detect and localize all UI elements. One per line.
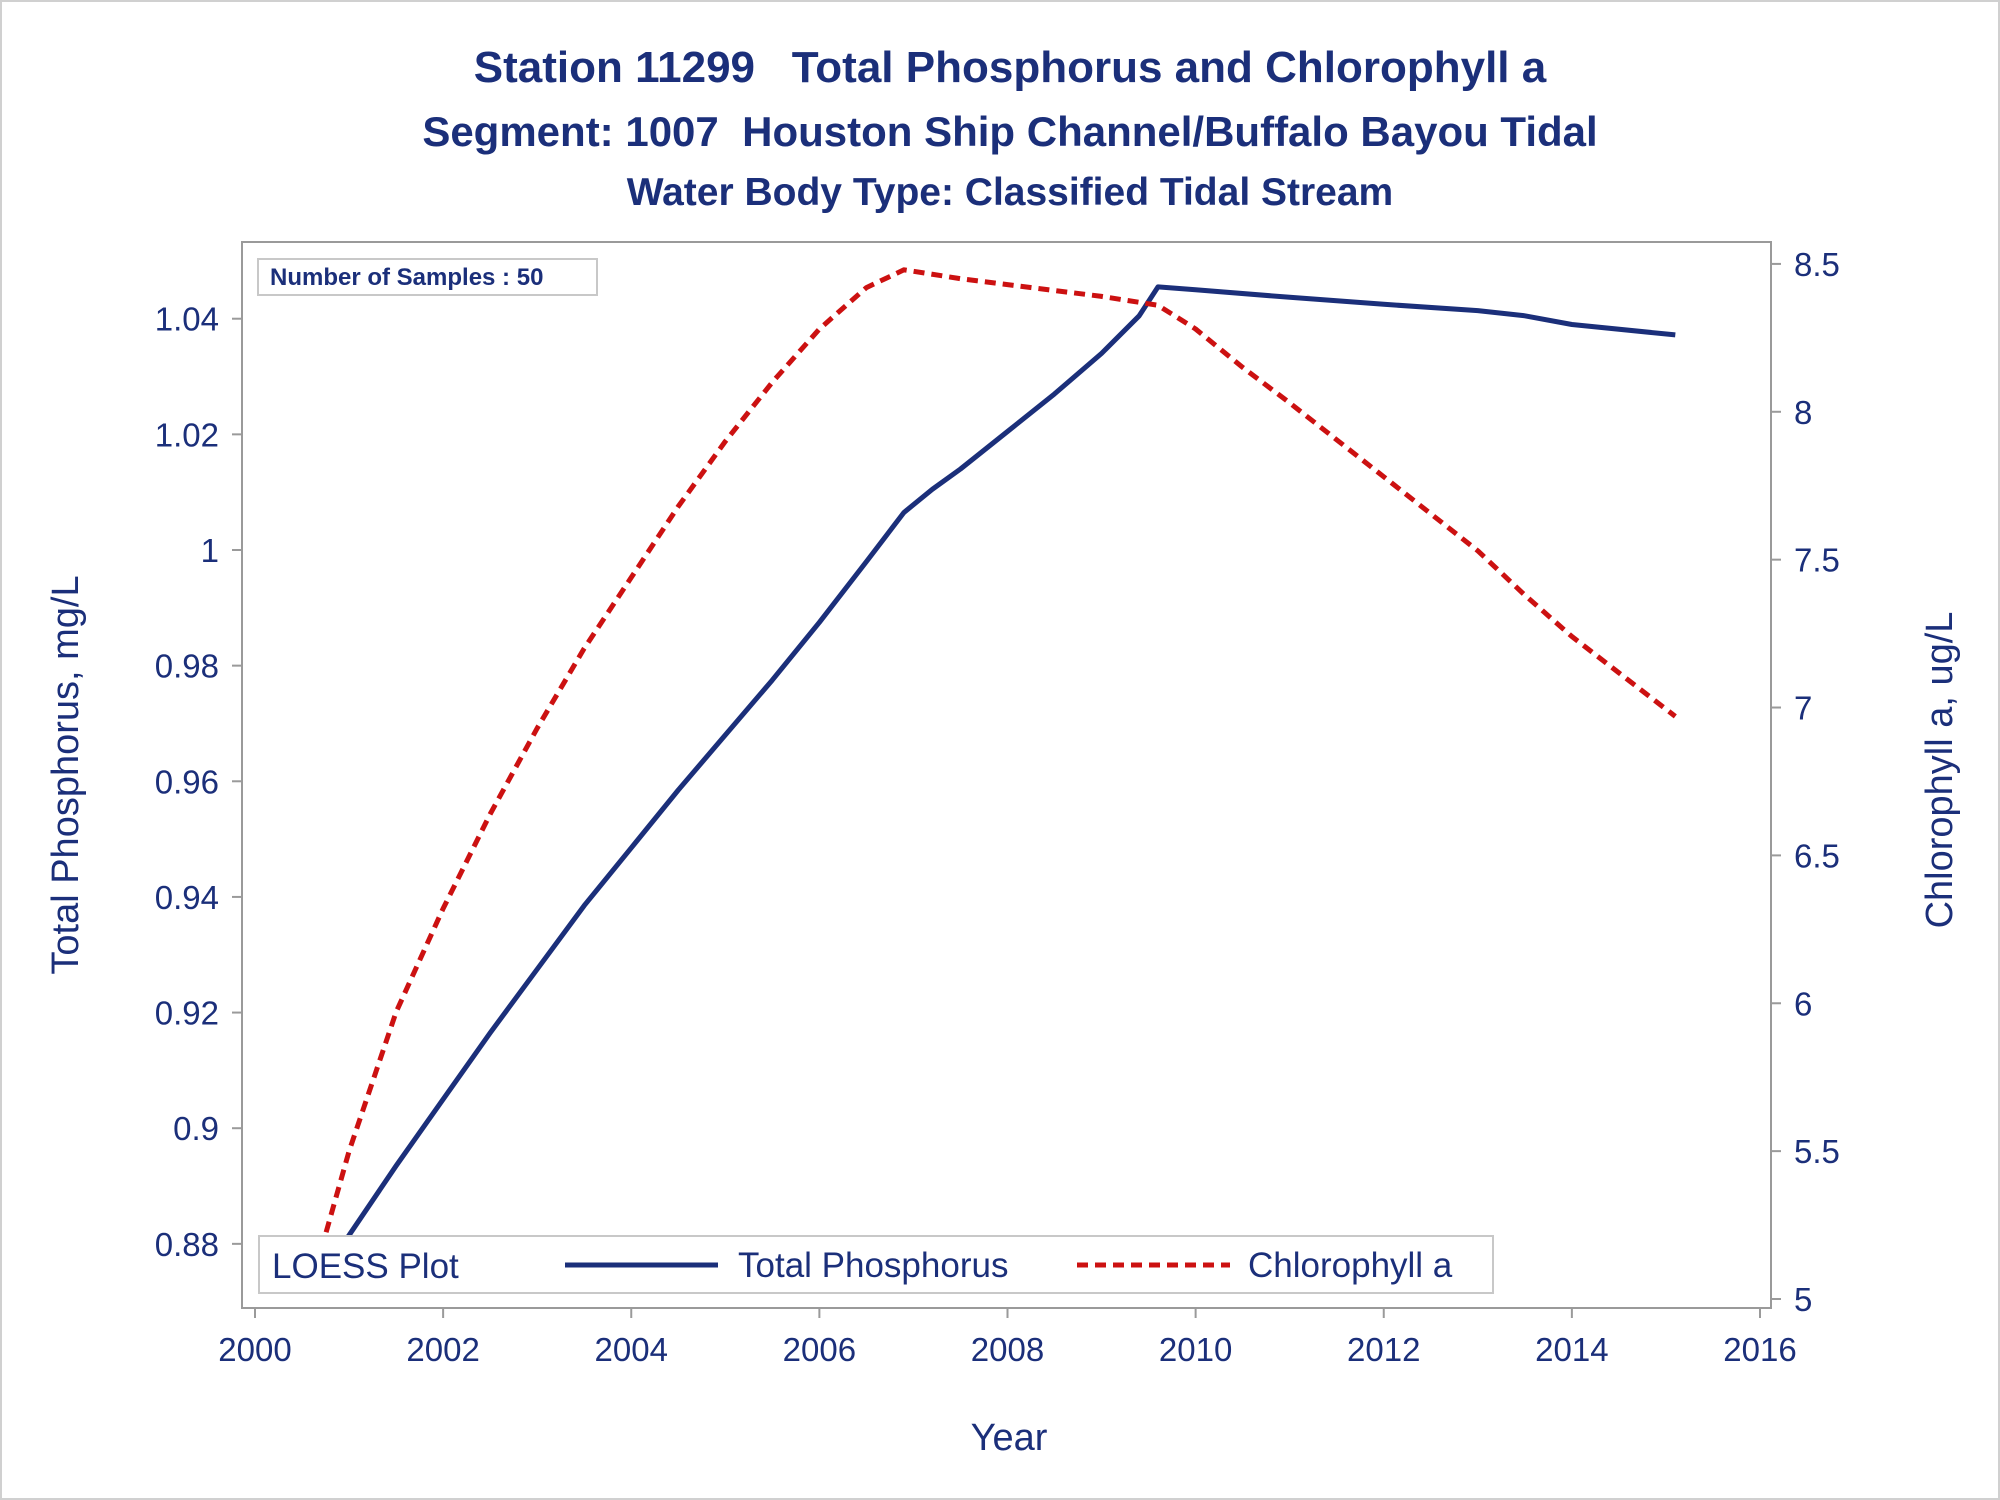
y-right-tick-label: 5.5 <box>1794 1133 1840 1170</box>
sample-count-box: Number of Samples : 50 <box>257 258 598 296</box>
x-tick-label: 2008 <box>971 1331 1044 1368</box>
x-tick-label: 2012 <box>1347 1331 1420 1368</box>
legend-label-chlorophyll-a: Chlorophyll a <box>1248 1246 1453 1285</box>
y-right-tick-label: 7.5 <box>1794 542 1840 579</box>
y-left-tick-label: 0.88 <box>155 1226 219 1263</box>
y-right-tick-label: 5 <box>1794 1281 1812 1318</box>
y-left-tick-label: 0.96 <box>155 763 219 800</box>
y-left-tick-label: 1 <box>201 532 219 569</box>
chart-subtitle-2: Water Body Type: Classified Tidal Stream <box>627 171 1393 214</box>
y-left-tick-label: 0.9 <box>173 1110 219 1147</box>
y-left-tick-label: 0.92 <box>155 995 219 1032</box>
x-tick-label: 2016 <box>1723 1331 1796 1368</box>
x-tick-label: 2014 <box>1535 1331 1608 1368</box>
y-left-tick-label: 0.98 <box>155 648 219 685</box>
series-line-total-phosphorus <box>309 284 1676 1289</box>
chart-title: Station 11299 Total Phosphorus and Chlor… <box>474 43 1547 92</box>
y-left-tick-label: 1.04 <box>155 301 219 338</box>
y-axis-left: 0.88 0.9 0.92 0.94 0.96 0.98 1 1.02 1.04 <box>155 301 242 1263</box>
y-right-tick-label: 7 <box>1794 690 1812 727</box>
sample-count-border <box>257 258 598 296</box>
y-left-tick-label: 1.02 <box>155 416 219 453</box>
y-right-tick-label: 8.5 <box>1794 246 1840 283</box>
sample-count-label: Number of Samples : 50 <box>270 264 543 291</box>
y-right-tick-label: 6.5 <box>1794 837 1840 874</box>
y-right-tick-label: 6 <box>1794 985 1812 1022</box>
plot-area <box>241 241 1772 1309</box>
series-layer <box>308 267 1677 1289</box>
x-tick-label: 2010 <box>1159 1331 1232 1368</box>
x-tick-label: 2000 <box>218 1331 291 1368</box>
legend: LOESS Plot Total Phosphorus Chlorophyll … <box>258 1235 1494 1294</box>
y-axis-left-label: Total Phosphorus, mg/L <box>45 575 87 974</box>
y-axis-right-label: Chlorophyll a, ug/L <box>1919 612 1961 929</box>
x-tick-label: 2006 <box>783 1331 856 1368</box>
chart-subtitle: Segment: 1007 Houston Ship Channel/Buffa… <box>422 108 1597 155</box>
y-left-tick-label: 0.94 <box>155 879 219 916</box>
x-tick-label: 2002 <box>406 1331 479 1368</box>
y-axis-right: 5 5.5 6 6.5 7 7.5 8 8.5 <box>1771 246 1840 1318</box>
x-axis: 2000 2002 2004 2006 2008 2010 2012 2014 2016 <box>218 1307 1797 1368</box>
legend-label-total-phosphorus: Total Phosphorus <box>738 1246 1008 1285</box>
y-right-tick-label: 8 <box>1794 394 1812 431</box>
x-tick-label: 2004 <box>595 1331 668 1368</box>
series-line-chlorophyll-a <box>308 267 1677 1285</box>
x-axis-label: Year <box>971 1417 1048 1459</box>
legend-title: LOESS Plot <box>272 1247 459 1286</box>
legend-box <box>258 1235 1494 1294</box>
